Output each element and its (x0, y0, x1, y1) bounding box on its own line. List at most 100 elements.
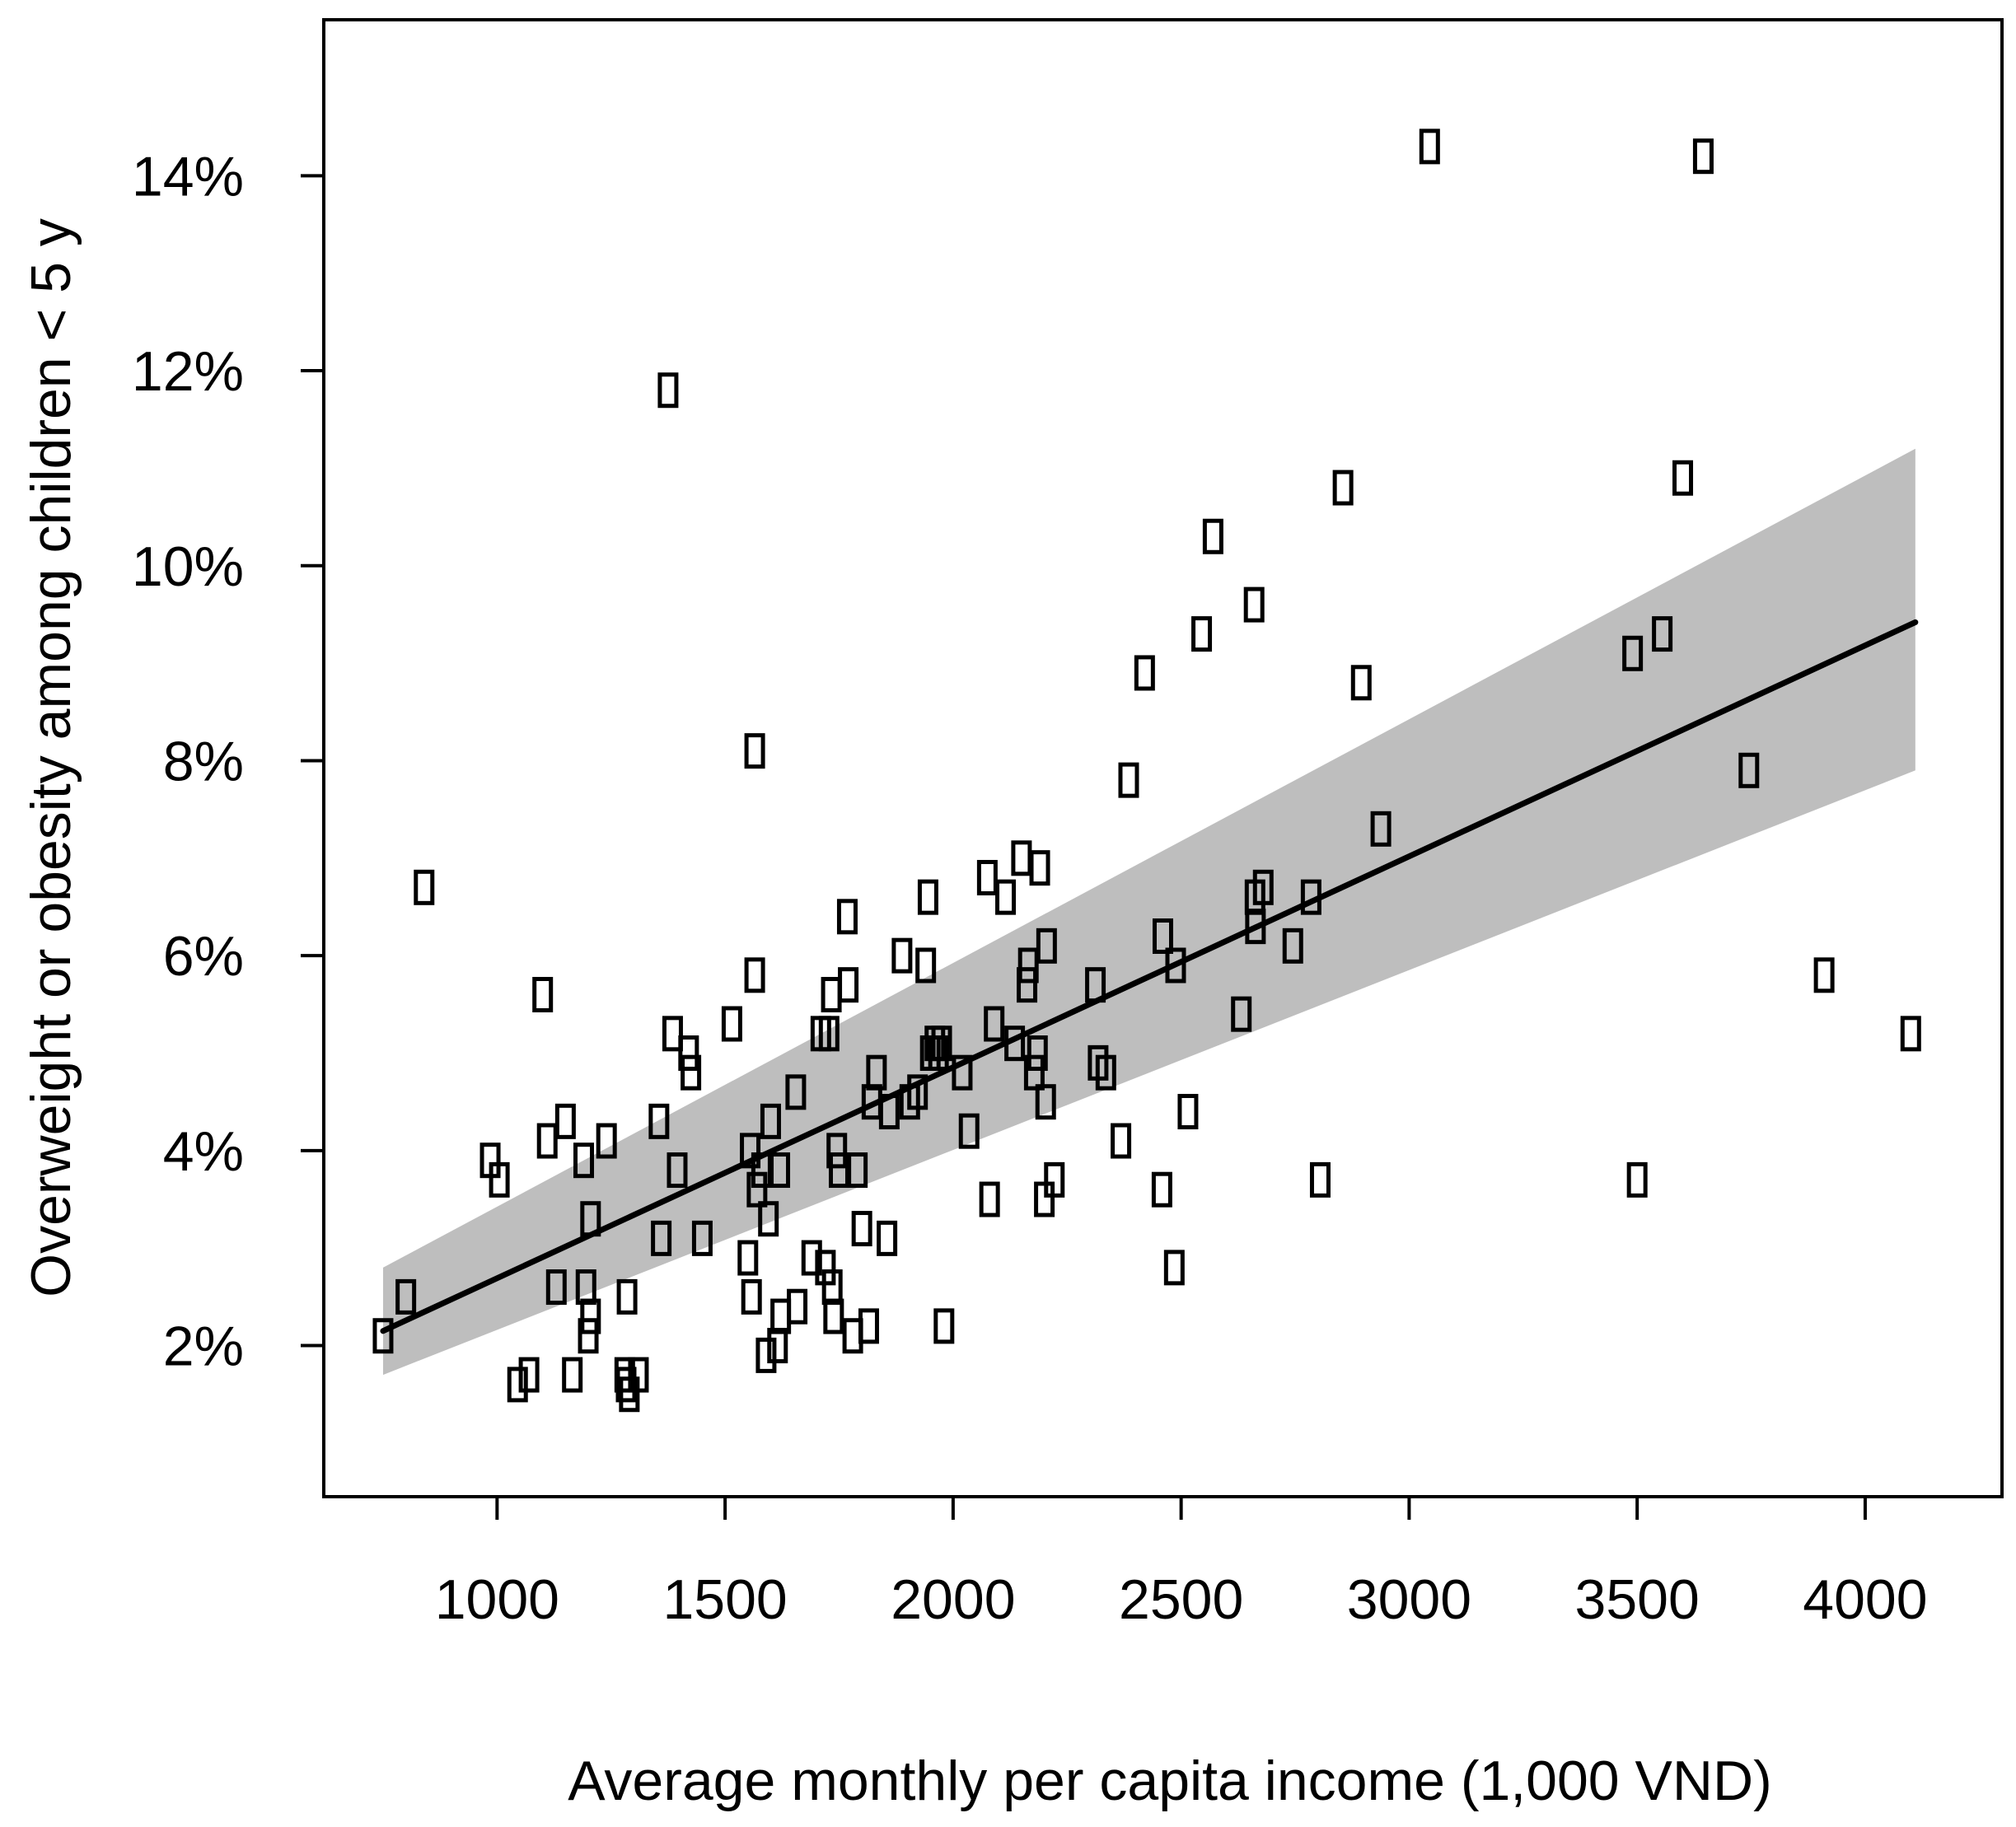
data-point (866, 1054, 887, 1091)
data-point (1900, 1016, 1921, 1052)
y-tick-label: 8% (163, 730, 244, 792)
data-point (744, 733, 765, 769)
data-point (1282, 928, 1303, 964)
y-axis: 2% 4% 6% 8% 10% 12% 14% (132, 145, 325, 1378)
data-point (1738, 752, 1760, 788)
data-point (758, 1201, 779, 1237)
data-point (1163, 1250, 1185, 1286)
data-point (1023, 1054, 1045, 1091)
y-tick-label: 2% (163, 1315, 244, 1378)
data-point (1118, 762, 1139, 798)
data-point (1111, 1123, 1132, 1159)
data-point (1309, 1161, 1331, 1198)
data-point (1035, 1084, 1056, 1120)
data-point (1672, 460, 1694, 496)
y-tick-label: 14% (132, 145, 244, 208)
data-point (744, 957, 765, 993)
data-point (915, 947, 937, 984)
data-point (489, 1161, 510, 1198)
data-point (536, 1123, 558, 1159)
data-point (518, 1357, 540, 1393)
data-point (1029, 850, 1050, 886)
data-point (1231, 996, 1252, 1032)
data-point (721, 1006, 742, 1042)
data-point (826, 1133, 848, 1169)
data-point (838, 967, 859, 1003)
data-point (847, 1152, 868, 1189)
data-point (657, 372, 679, 409)
data-point (1652, 616, 1673, 652)
x-axis-label: Average monthly per capita income (1,000… (568, 1750, 1771, 1812)
data-point (667, 1152, 688, 1189)
data-point (545, 1269, 567, 1306)
data-point (1252, 869, 1274, 905)
data-point (931, 1026, 952, 1062)
data-point (995, 879, 1017, 915)
x-tick-label: 2500 (1119, 1568, 1243, 1631)
data-point (818, 1016, 840, 1052)
data-point (662, 1016, 683, 1052)
data-point (755, 1337, 777, 1373)
data-point (562, 1357, 583, 1393)
data-point (801, 1240, 822, 1276)
data-point (823, 1298, 844, 1334)
fit-line (380, 619, 1919, 1334)
data-point (1153, 918, 1173, 954)
data-point (532, 976, 554, 1012)
data-point (958, 1113, 980, 1149)
x-tick-label: 2000 (891, 1568, 1015, 1631)
data-point (681, 1054, 702, 1091)
data-point (1626, 1161, 1648, 1198)
x-tick-label: 1000 (435, 1568, 559, 1631)
data-point (877, 1220, 898, 1256)
data-point (851, 1211, 872, 1247)
x-tick-label: 3500 (1575, 1568, 1700, 1631)
data-point (1622, 635, 1644, 671)
data-point (578, 1318, 599, 1354)
data-point (554, 1103, 576, 1139)
data-point (1813, 957, 1835, 993)
x-tick-label: 1500 (662, 1568, 787, 1631)
data-point (741, 1278, 762, 1315)
data-point (648, 1103, 670, 1139)
data-point (1095, 1054, 1116, 1091)
data-points-layer (372, 128, 1921, 1413)
data-point (1044, 1161, 1065, 1198)
data-point (1419, 128, 1440, 165)
data-point (1332, 470, 1354, 506)
data-point (891, 937, 913, 974)
data-point (1202, 518, 1223, 554)
data-point (907, 1074, 928, 1110)
data-point (740, 1133, 761, 1169)
data-point (928, 1035, 949, 1072)
x-tick-label: 4000 (1803, 1568, 1927, 1631)
data-point (917, 879, 938, 915)
data-point (760, 1103, 781, 1139)
data-point (785, 1074, 807, 1110)
data-point (769, 1152, 791, 1189)
data-point (573, 1142, 595, 1179)
data-point (651, 1220, 672, 1256)
data-point (596, 1123, 617, 1159)
y-axis-label: Overweight or obesity among children < 5… (20, 218, 82, 1297)
data-point (580, 1298, 601, 1334)
data-point (628, 1357, 649, 1393)
fit-line-layer (380, 619, 1919, 1334)
data-point (1134, 655, 1155, 691)
y-tick-label: 10% (132, 535, 244, 598)
confidence-band (382, 448, 1915, 1376)
data-point (737, 1240, 759, 1276)
data-point (395, 1278, 417, 1315)
data-point (976, 859, 998, 895)
y-tick-label: 4% (163, 1120, 244, 1183)
data-point (1191, 616, 1213, 652)
data-point (746, 1171, 768, 1208)
data-point (691, 1220, 713, 1256)
x-axis: 1000 1500 2000 2500 3000 3500 4000 (435, 1495, 1928, 1631)
data-point (1243, 586, 1265, 623)
data-point (1017, 967, 1038, 1003)
x-tick-label: 3000 (1347, 1568, 1471, 1631)
data-point (984, 1006, 1005, 1042)
data-point (979, 1181, 1000, 1217)
